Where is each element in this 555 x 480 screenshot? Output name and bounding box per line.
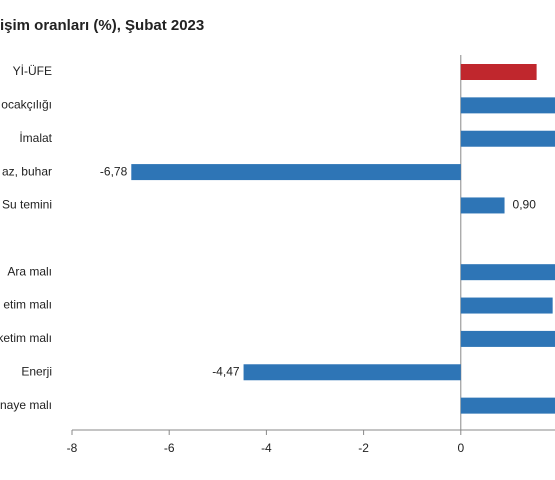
x-tick-label: -2 bbox=[358, 441, 369, 455]
x-tick-label: -6 bbox=[164, 441, 175, 455]
bar bbox=[460, 197, 505, 214]
y-tick-label: Yİ-ÜFE bbox=[13, 64, 52, 78]
bar bbox=[460, 297, 553, 314]
value-label: -6,78 bbox=[100, 164, 128, 178]
chart-title: işim oranları (%), Şubat 2023 bbox=[0, 17, 204, 34]
y-tick-label: naye malı bbox=[0, 398, 52, 412]
y-tick-label: az, buhar bbox=[2, 164, 52, 178]
y-tick-label: Enerji bbox=[21, 364, 52, 378]
y-tick-label: İmalat bbox=[19, 131, 52, 145]
bar bbox=[460, 64, 537, 80]
y-tick-label: etim malı bbox=[3, 298, 52, 312]
bar bbox=[460, 397, 555, 414]
bar bbox=[460, 97, 555, 114]
bar bbox=[460, 330, 555, 347]
y-tick-label: ketim malı bbox=[0, 331, 52, 345]
y-tick-label: Su temini bbox=[2, 198, 52, 212]
y-tick-label: Ara malı bbox=[7, 264, 52, 278]
value-label: 0,90 bbox=[513, 198, 537, 212]
x-tick-label: -8 bbox=[67, 441, 78, 455]
bar bbox=[131, 164, 461, 181]
x-tick-label: 0 bbox=[457, 441, 464, 455]
x-tick-label: -4 bbox=[261, 441, 272, 455]
bar bbox=[460, 264, 555, 281]
value-label: -4,47 bbox=[212, 364, 240, 378]
y-tick-label: ocakçılığı bbox=[1, 98, 52, 112]
bar bbox=[243, 364, 461, 381]
bar bbox=[460, 130, 555, 147]
